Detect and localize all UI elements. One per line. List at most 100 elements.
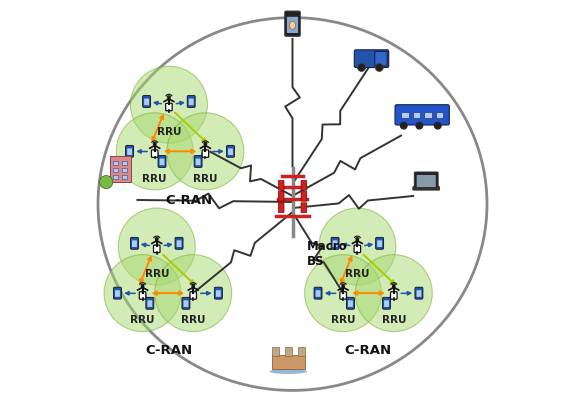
FancyBboxPatch shape <box>115 290 120 297</box>
FancyBboxPatch shape <box>314 287 322 299</box>
FancyBboxPatch shape <box>130 237 139 249</box>
Bar <box>122 161 128 165</box>
FancyBboxPatch shape <box>160 158 164 165</box>
FancyBboxPatch shape <box>333 240 338 247</box>
Text: Macro
BS: Macro BS <box>307 240 347 268</box>
FancyBboxPatch shape <box>153 245 160 253</box>
Circle shape <box>130 66 208 143</box>
FancyBboxPatch shape <box>187 95 195 107</box>
FancyBboxPatch shape <box>182 297 190 309</box>
Text: C-RAN: C-RAN <box>145 344 192 357</box>
FancyBboxPatch shape <box>113 287 122 299</box>
FancyBboxPatch shape <box>195 158 201 165</box>
Circle shape <box>355 255 432 332</box>
Text: C-RAN: C-RAN <box>166 194 213 207</box>
Bar <box>122 168 128 172</box>
Circle shape <box>167 113 244 190</box>
Text: RRU: RRU <box>181 315 205 326</box>
FancyBboxPatch shape <box>144 98 149 105</box>
FancyBboxPatch shape <box>166 103 172 111</box>
Bar <box>113 161 118 165</box>
FancyBboxPatch shape <box>301 203 307 213</box>
FancyBboxPatch shape <box>184 300 188 307</box>
Circle shape <box>142 285 144 288</box>
Ellipse shape <box>270 369 307 374</box>
Circle shape <box>99 175 113 188</box>
Text: C-RAN: C-RAN <box>344 344 391 357</box>
FancyBboxPatch shape <box>391 292 397 299</box>
Text: RRU: RRU <box>193 174 218 184</box>
FancyBboxPatch shape <box>287 17 298 33</box>
FancyBboxPatch shape <box>354 245 360 253</box>
Bar <box>110 156 131 182</box>
FancyBboxPatch shape <box>377 240 382 247</box>
FancyBboxPatch shape <box>158 155 166 167</box>
FancyBboxPatch shape <box>139 292 146 299</box>
Circle shape <box>357 64 366 71</box>
FancyBboxPatch shape <box>216 290 221 297</box>
Text: RRU: RRU <box>143 174 167 184</box>
FancyBboxPatch shape <box>278 203 284 213</box>
FancyBboxPatch shape <box>375 51 387 66</box>
FancyBboxPatch shape <box>348 300 353 307</box>
Bar <box>113 175 118 179</box>
Circle shape <box>356 239 359 241</box>
Circle shape <box>104 255 181 332</box>
Bar <box>272 355 305 369</box>
FancyBboxPatch shape <box>146 297 154 309</box>
FancyBboxPatch shape <box>127 149 132 155</box>
Circle shape <box>168 97 170 99</box>
FancyBboxPatch shape <box>301 191 307 201</box>
Text: RRU: RRU <box>157 127 181 137</box>
Circle shape <box>400 122 408 130</box>
FancyBboxPatch shape <box>214 287 222 299</box>
Bar <box>424 112 432 118</box>
Bar <box>435 112 443 118</box>
Bar <box>413 112 420 118</box>
FancyBboxPatch shape <box>132 240 137 247</box>
FancyBboxPatch shape <box>417 175 436 187</box>
Circle shape <box>116 113 193 190</box>
FancyBboxPatch shape <box>228 149 233 155</box>
Ellipse shape <box>290 21 295 29</box>
FancyBboxPatch shape <box>278 191 284 201</box>
FancyBboxPatch shape <box>417 290 421 297</box>
FancyBboxPatch shape <box>202 150 209 157</box>
Text: RRU: RRU <box>381 315 406 326</box>
Bar <box>272 347 279 356</box>
Text: RRU: RRU <box>345 269 370 279</box>
FancyBboxPatch shape <box>395 105 449 125</box>
Circle shape <box>342 285 344 288</box>
FancyBboxPatch shape <box>147 300 152 307</box>
FancyBboxPatch shape <box>152 150 158 157</box>
FancyBboxPatch shape <box>315 290 321 297</box>
Circle shape <box>156 239 158 241</box>
FancyBboxPatch shape <box>340 292 346 299</box>
Bar <box>401 112 409 118</box>
FancyBboxPatch shape <box>175 237 183 249</box>
Circle shape <box>305 255 381 332</box>
Bar <box>113 168 118 172</box>
Bar <box>285 347 292 356</box>
FancyBboxPatch shape <box>331 237 339 249</box>
FancyBboxPatch shape <box>190 292 197 299</box>
Text: RRU: RRU <box>130 315 155 326</box>
Circle shape <box>118 208 195 285</box>
FancyBboxPatch shape <box>376 237 384 249</box>
FancyBboxPatch shape <box>177 240 181 247</box>
FancyBboxPatch shape <box>413 186 440 190</box>
FancyBboxPatch shape <box>355 50 389 68</box>
FancyBboxPatch shape <box>194 155 202 167</box>
Circle shape <box>192 285 194 288</box>
Circle shape <box>154 144 156 146</box>
FancyBboxPatch shape <box>126 145 133 157</box>
Circle shape <box>376 64 383 71</box>
FancyBboxPatch shape <box>346 297 355 309</box>
Circle shape <box>393 285 395 288</box>
FancyBboxPatch shape <box>226 145 235 157</box>
Text: RRU: RRU <box>331 315 356 326</box>
FancyBboxPatch shape <box>383 297 391 309</box>
FancyBboxPatch shape <box>384 300 389 307</box>
Circle shape <box>154 255 232 332</box>
Circle shape <box>415 122 424 130</box>
